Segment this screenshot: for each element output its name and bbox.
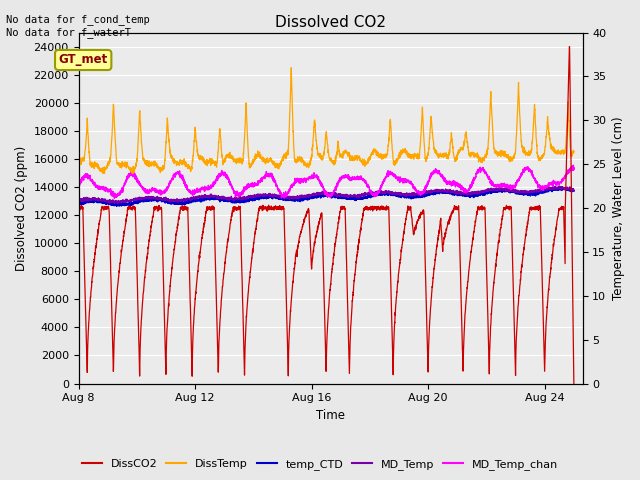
Y-axis label: Temperature, Water Level (cm): Temperature, Water Level (cm) — [612, 116, 625, 300]
Text: GT_met: GT_met — [59, 53, 108, 67]
Title: Dissolved CO2: Dissolved CO2 — [275, 15, 386, 30]
X-axis label: Time: Time — [316, 409, 345, 422]
Legend: DissCO2, DissTemp, temp_CTD, MD_Temp, MD_Temp_chan: DissCO2, DissTemp, temp_CTD, MD_Temp, MD… — [77, 455, 563, 474]
Text: No data for f_cond_temp
No data for f_waterT: No data for f_cond_temp No data for f_wa… — [6, 14, 150, 38]
Y-axis label: Dissolved CO2 (ppm): Dissolved CO2 (ppm) — [15, 145, 28, 271]
